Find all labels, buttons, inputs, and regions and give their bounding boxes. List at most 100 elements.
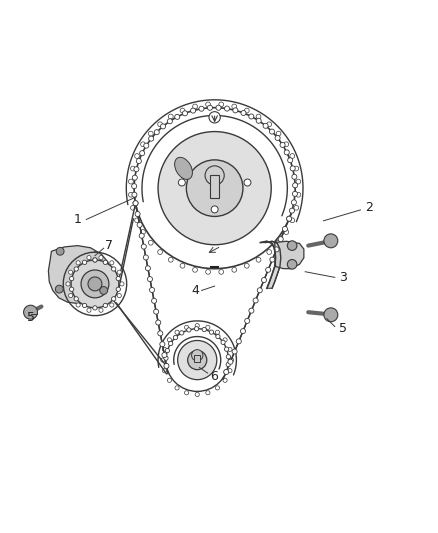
Circle shape [164, 364, 169, 368]
Circle shape [187, 351, 207, 370]
Circle shape [82, 303, 87, 308]
Circle shape [249, 114, 254, 119]
Circle shape [276, 131, 281, 136]
Circle shape [216, 334, 220, 338]
Circle shape [116, 277, 120, 281]
Circle shape [165, 349, 170, 353]
Circle shape [195, 392, 199, 397]
Circle shape [274, 247, 279, 252]
Circle shape [287, 241, 297, 251]
Circle shape [136, 158, 141, 164]
Circle shape [164, 356, 168, 360]
Circle shape [221, 340, 225, 344]
Circle shape [293, 191, 297, 196]
Circle shape [284, 230, 289, 235]
Circle shape [184, 391, 189, 395]
Circle shape [139, 233, 144, 238]
Circle shape [216, 105, 221, 110]
Circle shape [178, 179, 185, 186]
Circle shape [140, 151, 145, 156]
Circle shape [116, 287, 120, 292]
Circle shape [244, 108, 249, 113]
Circle shape [162, 369, 166, 373]
Circle shape [74, 267, 78, 271]
Circle shape [265, 267, 271, 272]
Circle shape [141, 230, 145, 235]
Circle shape [187, 328, 191, 332]
Circle shape [112, 297, 116, 301]
Circle shape [76, 261, 80, 265]
Circle shape [69, 270, 73, 274]
Circle shape [82, 260, 87, 264]
Circle shape [284, 142, 289, 147]
Circle shape [148, 136, 154, 141]
Circle shape [133, 200, 138, 206]
Circle shape [120, 282, 124, 286]
Circle shape [71, 260, 119, 308]
Circle shape [219, 270, 224, 274]
Circle shape [152, 298, 157, 303]
Circle shape [186, 160, 243, 216]
Bar [210, 175, 219, 198]
Circle shape [131, 205, 135, 210]
Circle shape [132, 184, 137, 189]
Circle shape [158, 132, 271, 245]
Circle shape [110, 261, 114, 265]
Circle shape [134, 108, 295, 269]
Circle shape [154, 130, 159, 135]
Circle shape [215, 386, 219, 390]
Circle shape [87, 255, 91, 260]
Circle shape [158, 122, 162, 127]
Circle shape [284, 150, 290, 155]
Polygon shape [48, 246, 110, 303]
Circle shape [158, 331, 163, 336]
Circle shape [226, 354, 230, 359]
Circle shape [232, 349, 237, 354]
Circle shape [324, 308, 338, 322]
Circle shape [141, 142, 145, 147]
Circle shape [134, 154, 139, 158]
Circle shape [205, 166, 224, 185]
Circle shape [70, 287, 74, 292]
Circle shape [290, 218, 295, 223]
Circle shape [199, 106, 204, 111]
Circle shape [168, 257, 173, 262]
Circle shape [245, 318, 250, 324]
Circle shape [164, 364, 169, 368]
Circle shape [290, 208, 294, 213]
Circle shape [292, 174, 297, 179]
Circle shape [294, 166, 299, 171]
Circle shape [270, 257, 275, 262]
Circle shape [184, 325, 189, 329]
Circle shape [117, 294, 121, 298]
Circle shape [166, 329, 229, 391]
Ellipse shape [175, 157, 192, 180]
Circle shape [87, 308, 91, 312]
Circle shape [290, 166, 295, 171]
Circle shape [191, 108, 196, 113]
Circle shape [256, 118, 261, 123]
Circle shape [180, 330, 184, 335]
Circle shape [168, 114, 173, 119]
Circle shape [103, 303, 107, 308]
Circle shape [219, 102, 224, 107]
Circle shape [56, 247, 64, 255]
Circle shape [137, 222, 142, 228]
Text: 1: 1 [74, 213, 81, 226]
Circle shape [99, 255, 103, 260]
Circle shape [286, 216, 292, 221]
Circle shape [175, 115, 180, 119]
Circle shape [249, 308, 254, 313]
Circle shape [110, 303, 114, 307]
Circle shape [99, 308, 103, 312]
Circle shape [128, 179, 133, 184]
Circle shape [175, 386, 179, 390]
Polygon shape [260, 241, 281, 288]
Circle shape [269, 129, 275, 134]
Circle shape [267, 122, 272, 127]
Circle shape [293, 183, 298, 188]
Circle shape [160, 342, 165, 347]
Circle shape [324, 234, 338, 248]
Circle shape [241, 110, 246, 116]
Circle shape [133, 200, 138, 206]
